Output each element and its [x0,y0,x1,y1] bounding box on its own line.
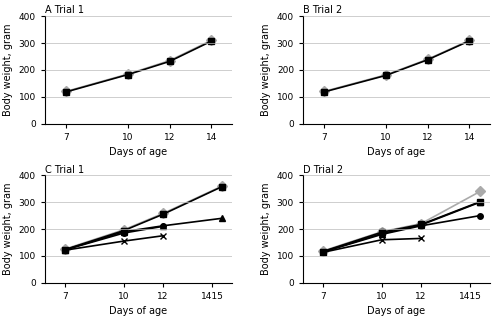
X-axis label: Days of age: Days of age [110,306,168,316]
Text: D Trial 2: D Trial 2 [303,164,343,175]
X-axis label: Days of age: Days of age [368,306,426,316]
Y-axis label: Body weight, gram: Body weight, gram [3,24,13,116]
Y-axis label: Body weight, gram: Body weight, gram [3,183,13,275]
X-axis label: Days of age: Days of age [368,147,426,157]
Text: C Trial 1: C Trial 1 [45,164,84,175]
Y-axis label: Body weight, gram: Body weight, gram [261,183,271,275]
Text: A Trial 1: A Trial 1 [45,6,84,16]
Y-axis label: Body weight, gram: Body weight, gram [261,24,271,116]
X-axis label: Days of age: Days of age [110,147,168,157]
Text: B Trial 2: B Trial 2 [303,6,343,16]
